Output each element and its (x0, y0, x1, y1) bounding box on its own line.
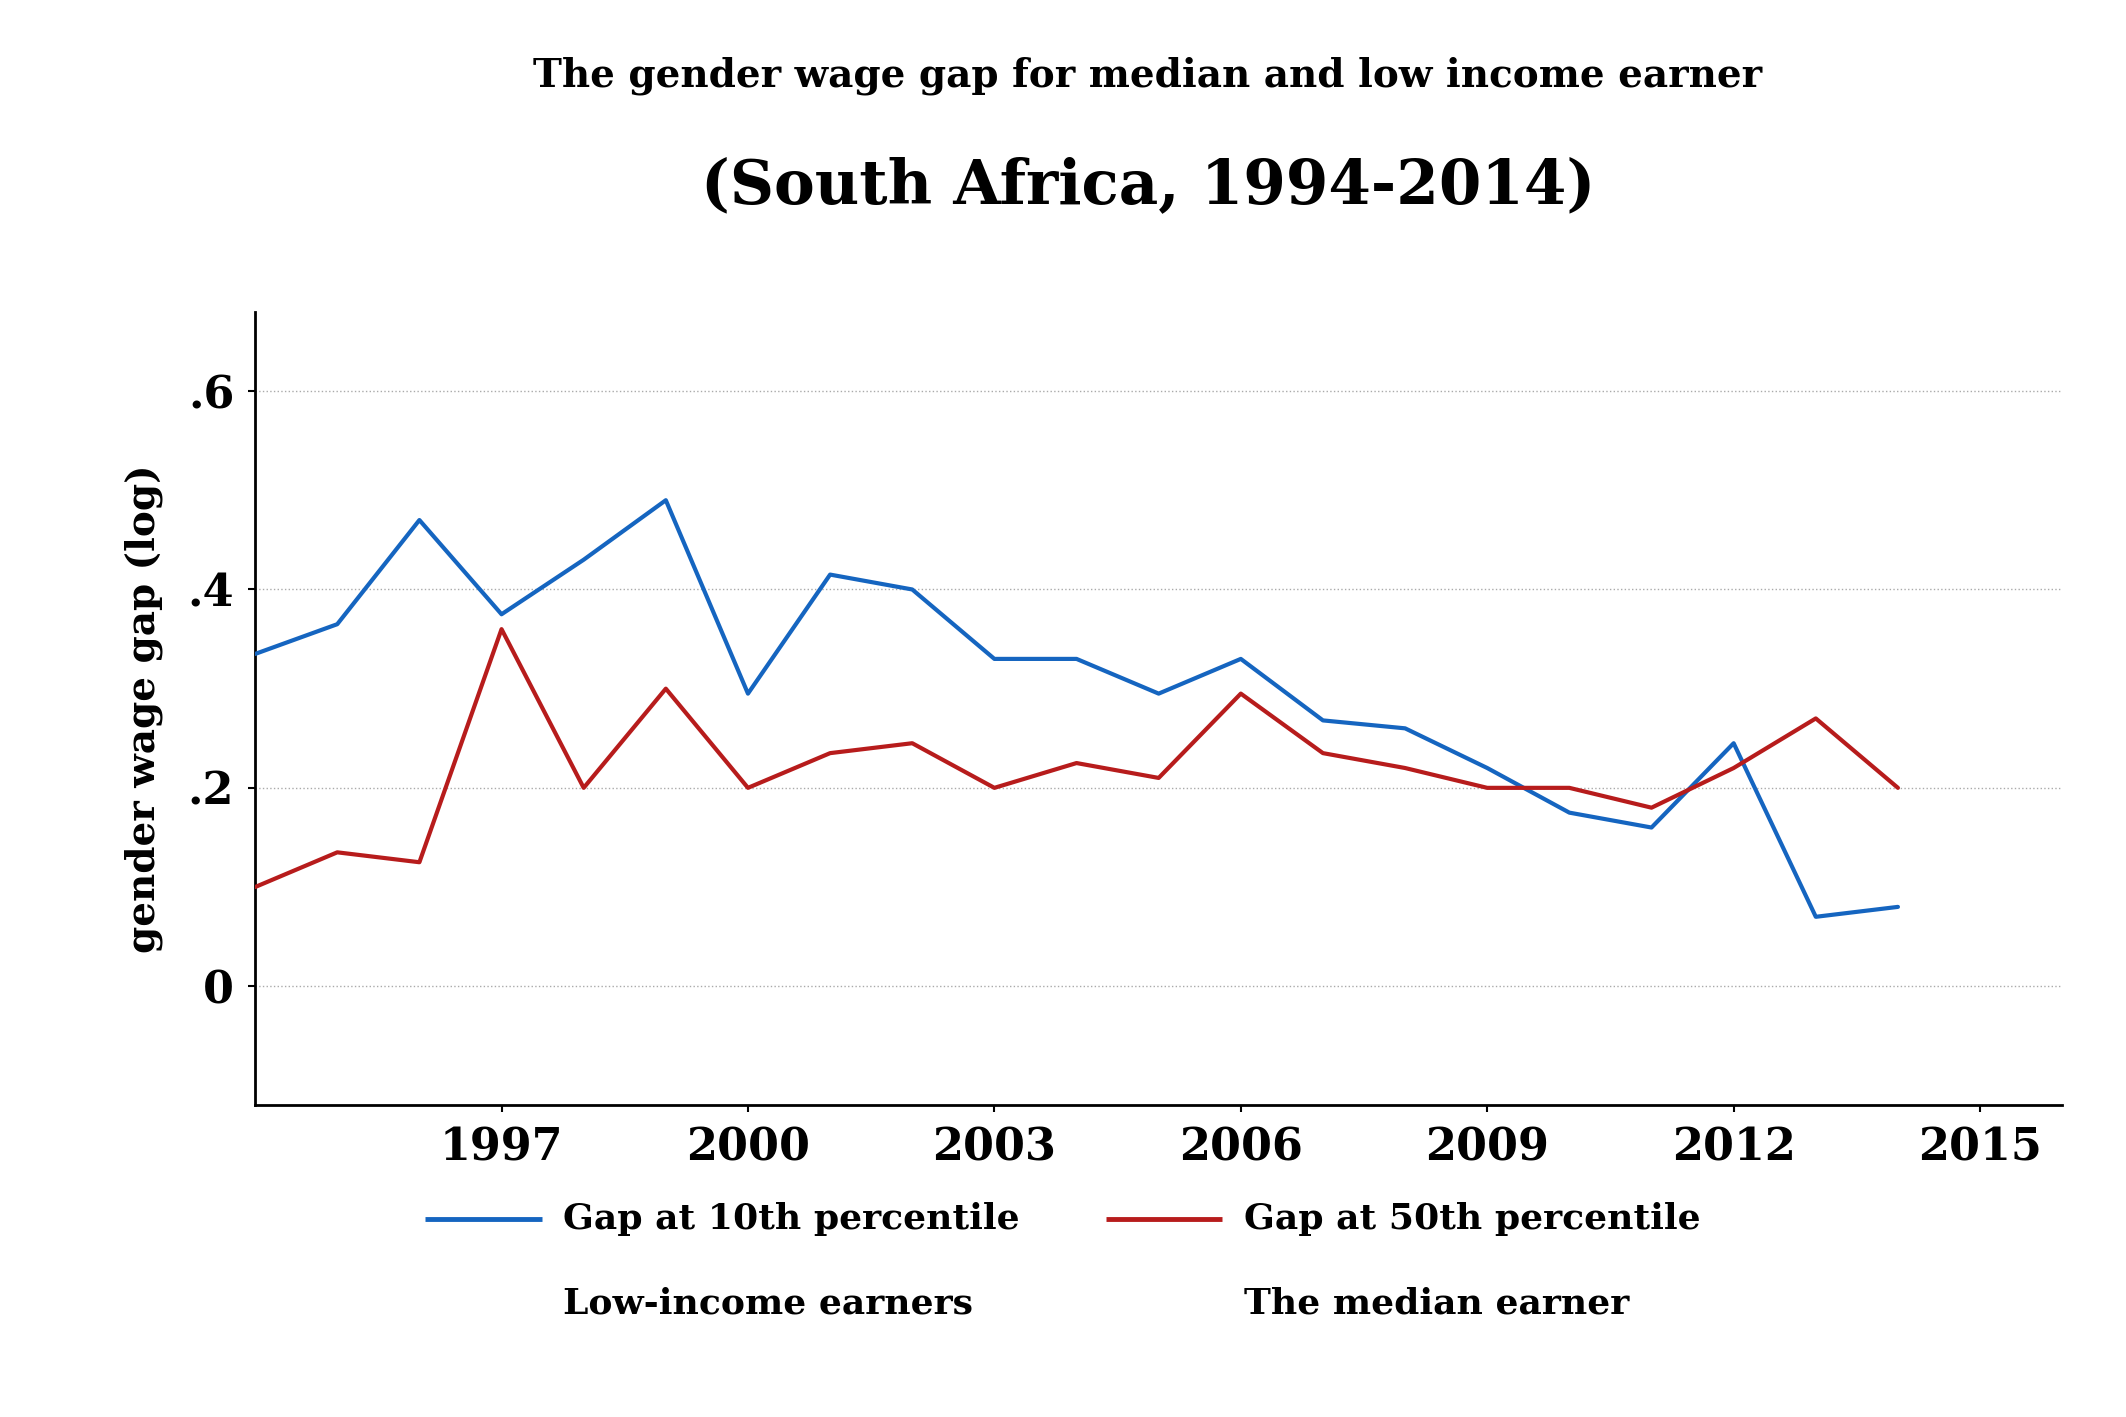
Y-axis label: gender wage gap (log): gender wage gap (log) (123, 465, 164, 952)
Text: The gender wage gap for median and low income earner: The gender wage gap for median and low i… (534, 57, 1762, 95)
Text: Low-income earners: Low-income earners (563, 1287, 974, 1321)
Text: The median earner: The median earner (1244, 1287, 1629, 1321)
Text: Gap at 50th percentile: Gap at 50th percentile (1244, 1202, 1701, 1236)
Text: (South Africa, 1994-2014): (South Africa, 1994-2014) (702, 156, 1594, 215)
Text: Gap at 10th percentile: Gap at 10th percentile (563, 1202, 1020, 1236)
